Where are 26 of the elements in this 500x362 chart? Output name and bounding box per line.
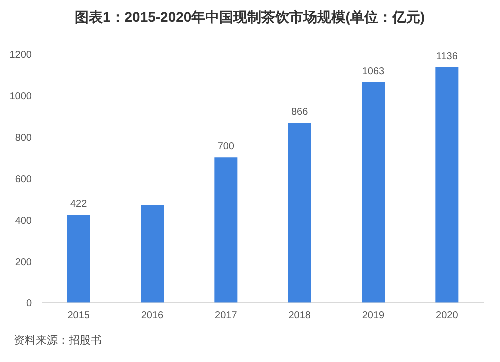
y-tick-label: 800 (15, 132, 32, 144)
data-label: 866 (291, 107, 309, 118)
y-tick-label: 600 (15, 174, 32, 186)
x-tick-label: 2017 (215, 310, 238, 322)
x-tick-label: 2020 (436, 310, 459, 322)
text: 资料来源：招股书 (14, 334, 102, 347)
y-tick-label: 400 (15, 216, 32, 227)
bar (288, 123, 312, 303)
x-tick-label: 2018 (288, 310, 312, 322)
bar (436, 67, 459, 303)
bar (141, 205, 164, 303)
y-tick-label: 0 (26, 298, 32, 310)
y-tick-label: 200 (15, 257, 32, 268)
x-tick-label: 2016 (141, 310, 164, 322)
chart-title: 图表1：2015-2020年中国现制茶饮市场规模(单位：亿元) (74, 9, 426, 25)
data-label: 422 (70, 199, 88, 210)
bar (214, 158, 238, 303)
x-tick-label: 2019 (362, 310, 386, 322)
data-label: 700 (218, 142, 235, 153)
bar (362, 82, 385, 303)
bar (67, 215, 90, 303)
data-label: 1136 (436, 51, 458, 62)
y-tick-label: 1000 (10, 91, 32, 102)
data-label: 1063 (362, 66, 386, 78)
x-tick-label: 2015 (68, 310, 90, 322)
y-tick-label: 1200 (10, 50, 32, 61)
